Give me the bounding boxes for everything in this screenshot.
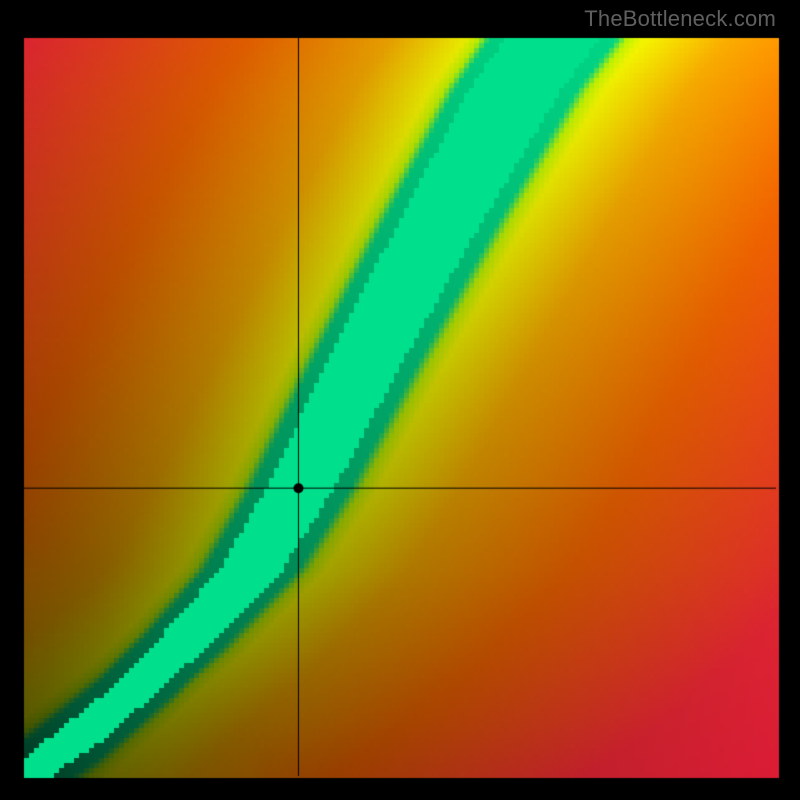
watermark-text: TheBottleneck.com	[584, 6, 776, 32]
bottleneck-heatmap	[0, 0, 800, 800]
